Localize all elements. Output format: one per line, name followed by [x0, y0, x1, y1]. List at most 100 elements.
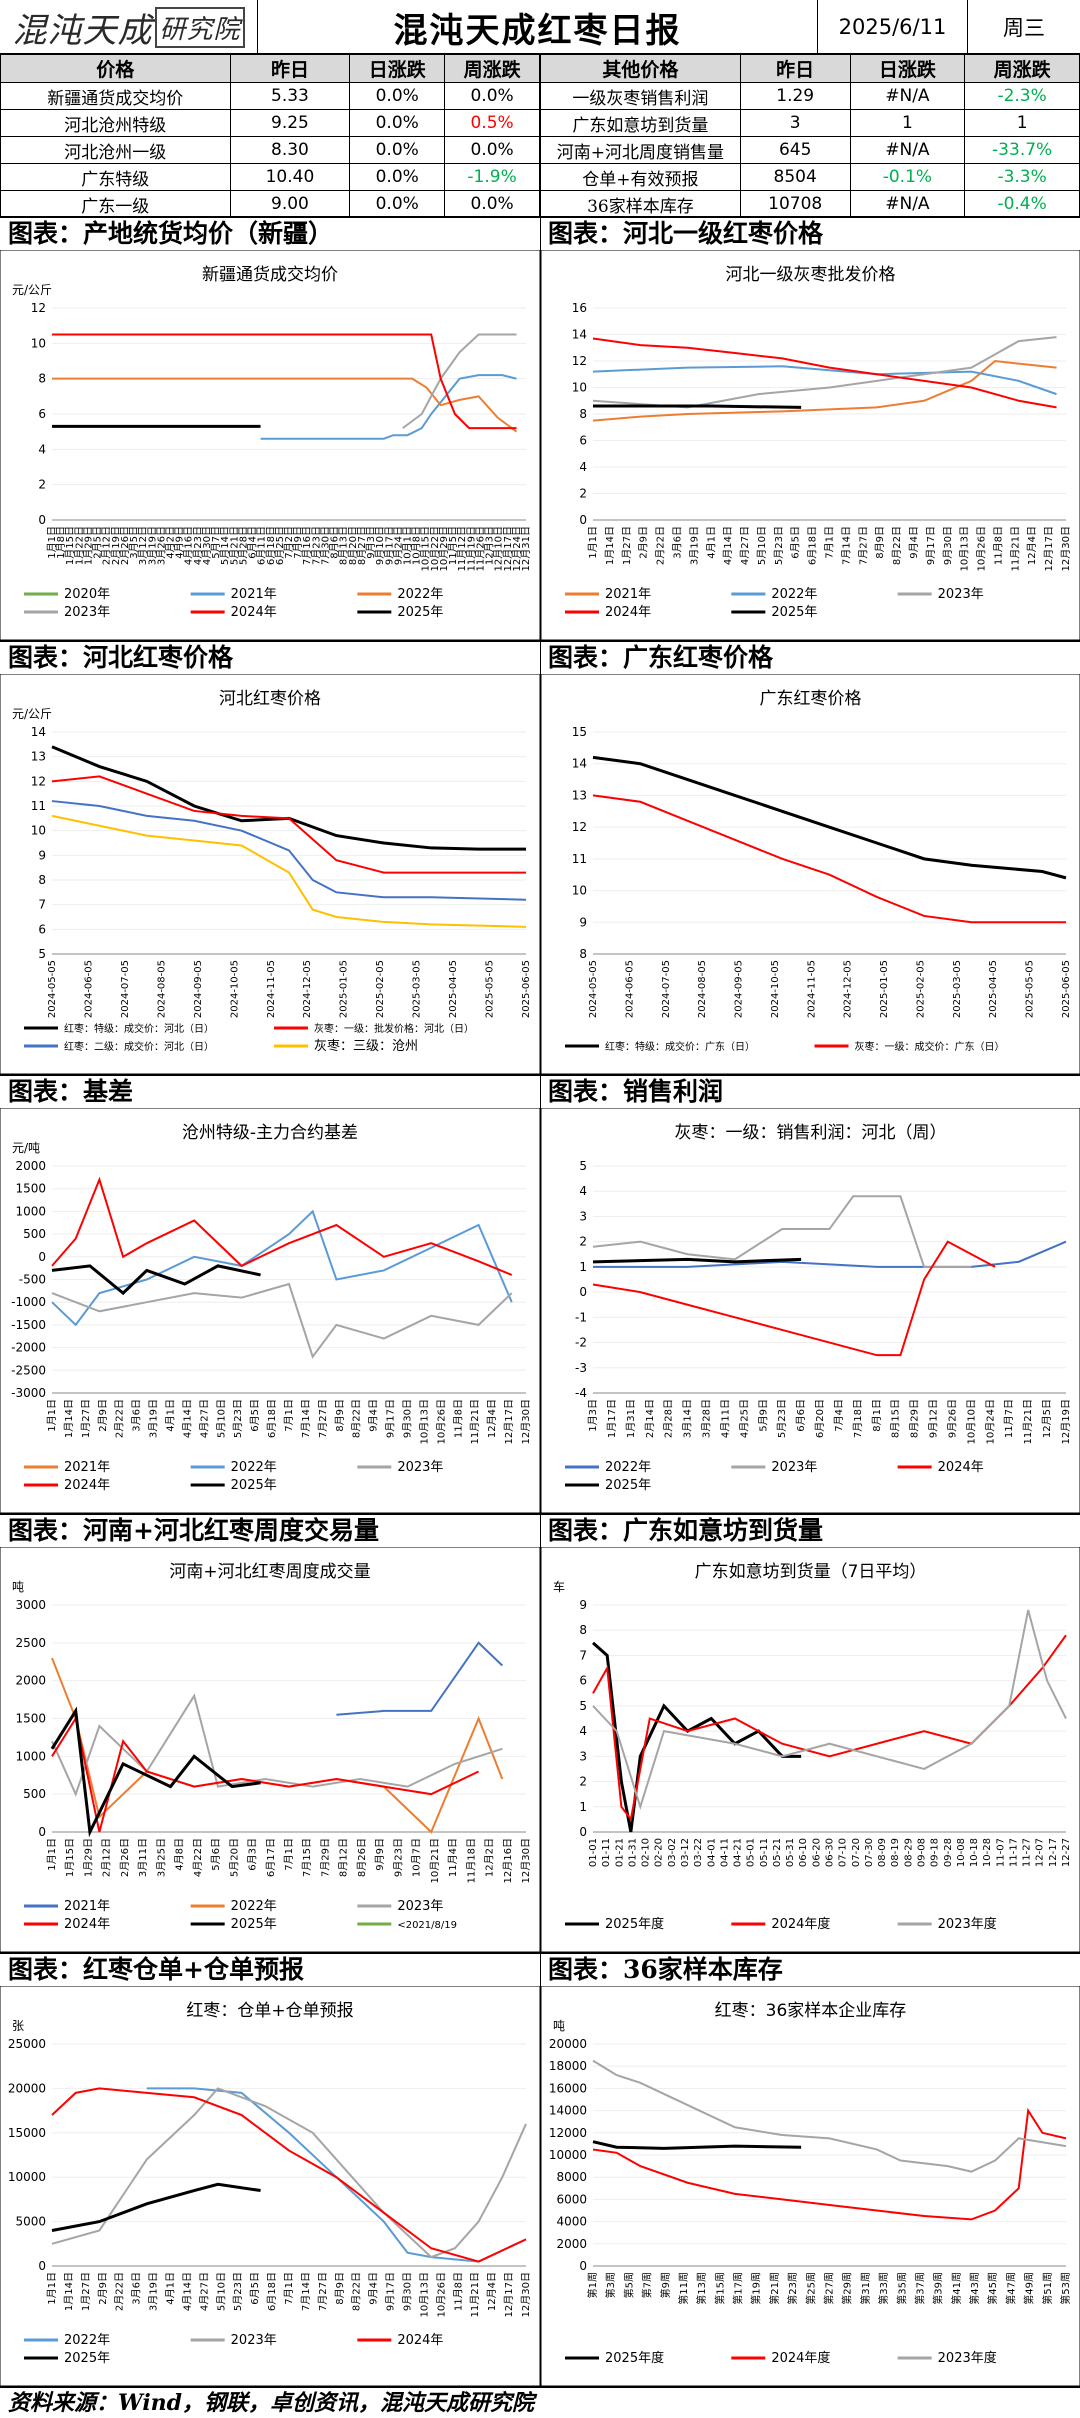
- x-tick-label: 4月8日: [174, 1838, 186, 1871]
- x-tick-label: 1月27日: [80, 1399, 92, 1438]
- series-line: [592, 365, 1057, 396]
- x-tick-label: 1月27日: [80, 2272, 92, 2311]
- x-tick-label: 10月26日: [435, 2272, 447, 2317]
- y-tick-label: 10: [572, 381, 587, 395]
- price-name-cell: 河北沧州一级: [0, 136, 231, 164]
- x-tick-label: 12月4日: [1026, 526, 1038, 565]
- legend-label: 2024年: [64, 1478, 110, 1493]
- x-tick-label: 2月9日: [97, 2272, 109, 2305]
- x-tick-label: 2025-04-05: [448, 960, 459, 1018]
- y-tick-label: 9: [38, 848, 46, 862]
- x-tick-label: 2025-02-05: [915, 960, 926, 1018]
- x-tick-label: 7月15日: [301, 1838, 313, 1877]
- table-header: 周涨跌: [444, 54, 540, 83]
- x-tick-label: 9月24日: [392, 526, 404, 565]
- x-tick-label: 01-01: [588, 1838, 599, 1867]
- x-tick-label: 8月12日: [338, 1838, 350, 1877]
- x-tick-label: 第49周: [1023, 2272, 1036, 2305]
- table-header: 昨日: [229, 54, 351, 83]
- x-tick-label: 12月4日: [486, 2272, 498, 2311]
- series-line: [592, 2140, 802, 2150]
- x-tick-label: 第9周: [659, 2272, 672, 2298]
- legend-label: 灰枣：三级：沧州: [314, 1038, 418, 1054]
- x-tick-label: 8月1日: [871, 1399, 883, 1432]
- chart-guangdong-red-date-price: 广东红枣价格 8 9 10 11 12 13 14 15 2024-05-05 2024-06-05…: [541, 674, 1080, 1074]
- legend-label: 2024年: [231, 605, 277, 620]
- x-tick-label: 1月1日: [46, 1838, 58, 1871]
- legend-label: 2025年: [397, 605, 443, 620]
- y-tick-label: -2000: [11, 1341, 46, 1355]
- legend-label: 2022年: [605, 1460, 651, 1475]
- x-tick-label: 1月1日: [587, 526, 599, 559]
- x-tick-label: 6月18日: [807, 526, 819, 565]
- table-row: 广东如意坊到货量 3 1 1: [540, 109, 1080, 137]
- x-tick-label: 07-30: [864, 1838, 875, 1867]
- x-tick-label: 1月14日: [604, 526, 616, 565]
- x-tick-label: 10月24日: [984, 1399, 996, 1444]
- x-tick-label: 04-21: [733, 1838, 744, 1867]
- x-tick-label: 10月22日: [429, 526, 441, 571]
- series-line: [592, 2059, 1067, 2173]
- x-tick-label: 第31周: [859, 2272, 872, 2305]
- x-tick-label: 6月20日: [814, 1399, 826, 1438]
- x-tick-label: 2024-05-05: [47, 960, 58, 1018]
- table-header-row: 价格 昨日 日涨跌 周涨跌: [0, 54, 540, 83]
- y-tick-label: 14: [572, 328, 587, 342]
- legend-label: 2025年: [231, 1478, 277, 1493]
- week-change-cell: 0.0%: [444, 190, 540, 218]
- x-tick-label: 6月4日: [247, 526, 259, 559]
- x-tick-label: 1月1日: [46, 526, 58, 559]
- x-tick-label: 10-28: [982, 1838, 993, 1867]
- table-header: 昨日: [739, 54, 851, 83]
- section-title-ruyifang-arrivals: 图表：广东如意坊到货量: [540, 1513, 1080, 1547]
- section-title-hebei-grade1: 图表：河北一级红枣价格: [540, 216, 1080, 250]
- y-tick-label: 16000: [549, 2081, 587, 2095]
- x-tick-label: 3月19日: [148, 2272, 160, 2311]
- chart-ruyifang-arrivals: 广东如意坊到货量（7日平均） 车 0 1 2 3 4 5 6 7 8 9 01-01 01-11 01-21…: [541, 1547, 1080, 1952]
- x-tick-label: 3月6日: [131, 2272, 143, 2305]
- x-tick-label: 9月10日: [374, 526, 386, 565]
- x-tick-label: 3月19日: [688, 526, 700, 565]
- x-tick-label: 2月5日: [92, 526, 104, 559]
- x-tick-label: 6月3日: [247, 1838, 259, 1871]
- price-name-cell: 36家样本库存: [540, 190, 741, 218]
- x-tick-label: 第17周: [732, 2272, 745, 2305]
- x-tick-label: 02-10: [641, 1838, 652, 1867]
- x-tick-label: 8月9日: [874, 526, 886, 559]
- legend-label: 2023年: [397, 1899, 443, 1914]
- legend-label: 2024年度: [771, 2350, 830, 2366]
- chart-title: 河南+河北红枣周度成交量: [169, 1562, 370, 1582]
- y-tick-label: 4000: [556, 2215, 587, 2229]
- y-tick-label: 8000: [556, 2170, 587, 2184]
- legend-label: <2021/8/19: [397, 1920, 457, 1931]
- x-tick-label: 11月26日: [474, 526, 486, 571]
- y-tick-label: 0: [38, 513, 46, 527]
- series-line: [51, 814, 527, 928]
- y-tick-label: 2: [38, 478, 46, 492]
- chart-title: 灰枣：一级：销售利润：河北（周）: [675, 1123, 947, 1143]
- x-tick-label: 2月12日: [101, 526, 113, 565]
- x-tick-label: 2月26日: [119, 526, 131, 565]
- y-tick-label: 13: [572, 788, 587, 802]
- series-line: [260, 374, 517, 440]
- x-tick-label: 4月22日: [192, 1838, 204, 1877]
- report-weekday: 周三: [1003, 16, 1045, 40]
- x-tick-label: 3月14日: [682, 1399, 694, 1438]
- x-tick-label: 第11周: [677, 2272, 690, 2305]
- x-tick-label: 08-09: [877, 1838, 888, 1867]
- x-tick-label: 12月30日: [520, 1399, 532, 1444]
- x-tick-label: 12月10日: [493, 526, 505, 571]
- x-tick-label: 5月9日: [757, 1399, 769, 1432]
- x-tick-label: 8月15日: [890, 1399, 902, 1438]
- series-line: [593, 1240, 1067, 1268]
- x-tick-label: 2024-08-05: [156, 960, 167, 1018]
- y-tick-label: 3: [579, 1749, 587, 1763]
- x-tick-label: 3月19日: [146, 526, 158, 565]
- y-tick-label: 14: [31, 725, 46, 739]
- price-name-cell: 一级灰枣销售利润: [540, 82, 741, 110]
- x-tick-label: 3月25日: [155, 1838, 167, 1877]
- y-tick-label: 20000: [549, 2037, 587, 2051]
- series-line: [146, 2087, 527, 2263]
- x-tick-label: 2025-02-05: [375, 960, 386, 1018]
- section-title-weekly-volume: 图表：河南+河北红枣周度交易量: [0, 1513, 540, 1547]
